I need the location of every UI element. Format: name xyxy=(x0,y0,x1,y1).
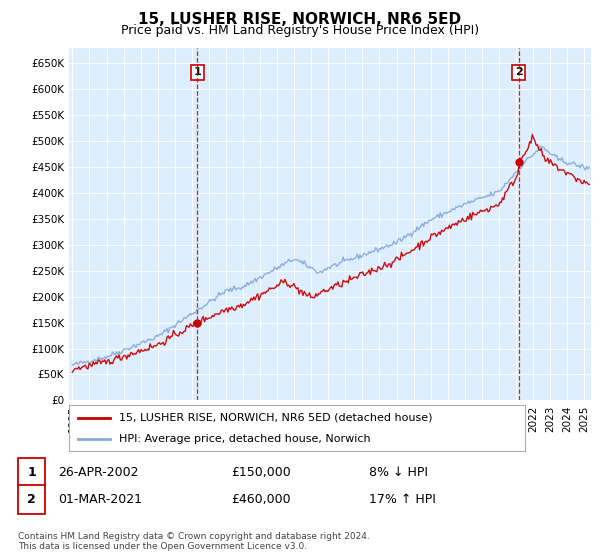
FancyBboxPatch shape xyxy=(69,405,525,451)
Text: 17% ↑ HPI: 17% ↑ HPI xyxy=(369,493,436,506)
Text: 1: 1 xyxy=(27,465,36,479)
Text: 2: 2 xyxy=(27,493,36,506)
Text: £150,000: £150,000 xyxy=(231,465,290,479)
Text: Price paid vs. HM Land Registry's House Price Index (HPI): Price paid vs. HM Land Registry's House … xyxy=(121,24,479,37)
Text: 15, LUSHER RISE, NORWICH, NR6 5ED: 15, LUSHER RISE, NORWICH, NR6 5ED xyxy=(139,12,461,27)
Text: 8% ↓ HPI: 8% ↓ HPI xyxy=(369,465,428,479)
FancyBboxPatch shape xyxy=(18,486,46,514)
Text: 01-MAR-2021: 01-MAR-2021 xyxy=(58,493,142,506)
Text: £460,000: £460,000 xyxy=(231,493,290,506)
Text: HPI: Average price, detached house, Norwich: HPI: Average price, detached house, Norw… xyxy=(119,434,371,444)
FancyBboxPatch shape xyxy=(18,458,46,486)
Text: 2: 2 xyxy=(515,67,523,77)
Text: 1: 1 xyxy=(193,67,201,77)
Text: 26-APR-2002: 26-APR-2002 xyxy=(58,465,139,479)
Text: Contains HM Land Registry data © Crown copyright and database right 2024.
This d: Contains HM Land Registry data © Crown c… xyxy=(18,532,370,551)
Text: 15, LUSHER RISE, NORWICH, NR6 5ED (detached house): 15, LUSHER RISE, NORWICH, NR6 5ED (detac… xyxy=(119,413,433,423)
